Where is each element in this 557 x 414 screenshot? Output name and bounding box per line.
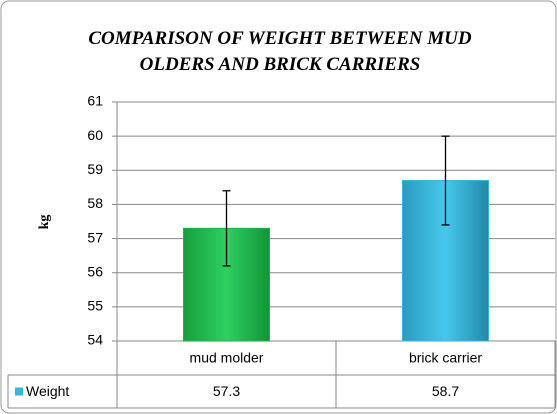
y-tick-label: 58	[87, 195, 103, 211]
table-value: 58.7	[432, 383, 459, 399]
legend-label: Weight	[26, 383, 69, 399]
x-tick-label: brick carrier	[409, 350, 482, 366]
y-tick-label: 60	[87, 127, 103, 143]
y-tick-label: 55	[87, 298, 103, 314]
chart-title: COMPARISON OF WEIGHT BETWEEN MUD OLDERS …	[88, 28, 472, 75]
legend-key	[15, 387, 23, 396]
y-tick-label: 59	[87, 161, 103, 177]
y-axis-label: kg	[37, 215, 52, 230]
x-tick-label: mud molder	[190, 350, 264, 366]
table-value: 57.3	[213, 383, 240, 399]
y-tick-label: 57	[87, 229, 103, 245]
y-tick-label: 56	[87, 263, 103, 279]
y-tick-label: 54	[87, 332, 103, 348]
y-tick-label: 61	[87, 93, 103, 109]
